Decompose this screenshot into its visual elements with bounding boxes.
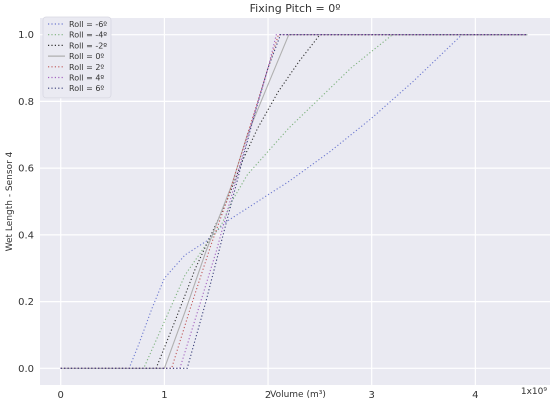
legend-label: Roll = 4º: [69, 74, 104, 83]
x-axis-multiplier: 1x10⁹: [521, 387, 548, 397]
series-line: [60, 34, 528, 369]
y-tick-label: 0.2: [18, 297, 34, 308]
series-line: [60, 34, 528, 369]
chart-title: Fixing Pitch = 0º: [250, 2, 341, 15]
legend-label: Roll = 6º: [69, 84, 104, 93]
legend-label: Roll = -6º: [69, 20, 107, 29]
x-tick-label: 2: [265, 390, 271, 400]
legend-label: Roll = -4º: [69, 31, 107, 40]
x-tick-label: 4: [472, 390, 478, 400]
y-tick-label: 1.0: [18, 30, 34, 41]
legend-box: [42, 16, 112, 99]
tick-labels: 0 1 2 3 4 0.0 0.2 0.4 0.6 0.8 1.0: [18, 30, 478, 400]
series-line: [60, 34, 528, 369]
legend-label: Roll = -2º: [69, 41, 107, 50]
x-tick-label: 3: [369, 390, 375, 400]
series-layer: [60, 34, 528, 369]
series-line: [60, 34, 528, 369]
y-tick-label: 0.4: [18, 230, 34, 241]
y-tick-label: 0.8: [18, 97, 34, 108]
x-axis-label: Volume (m³): [270, 390, 326, 400]
x-tick-label: 1: [161, 390, 167, 400]
legend-label: Roll = 2º: [69, 63, 104, 72]
legend-label: Roll = 0º: [69, 52, 104, 61]
y-tick-label: 0.0: [18, 364, 34, 375]
y-axis-label: Wet Length - Sensor 4: [5, 151, 15, 251]
series-line: [60, 34, 528, 369]
x-tick-label: 0: [58, 390, 64, 400]
plot-area: [40, 18, 550, 385]
y-tick-label: 0.6: [18, 164, 34, 175]
